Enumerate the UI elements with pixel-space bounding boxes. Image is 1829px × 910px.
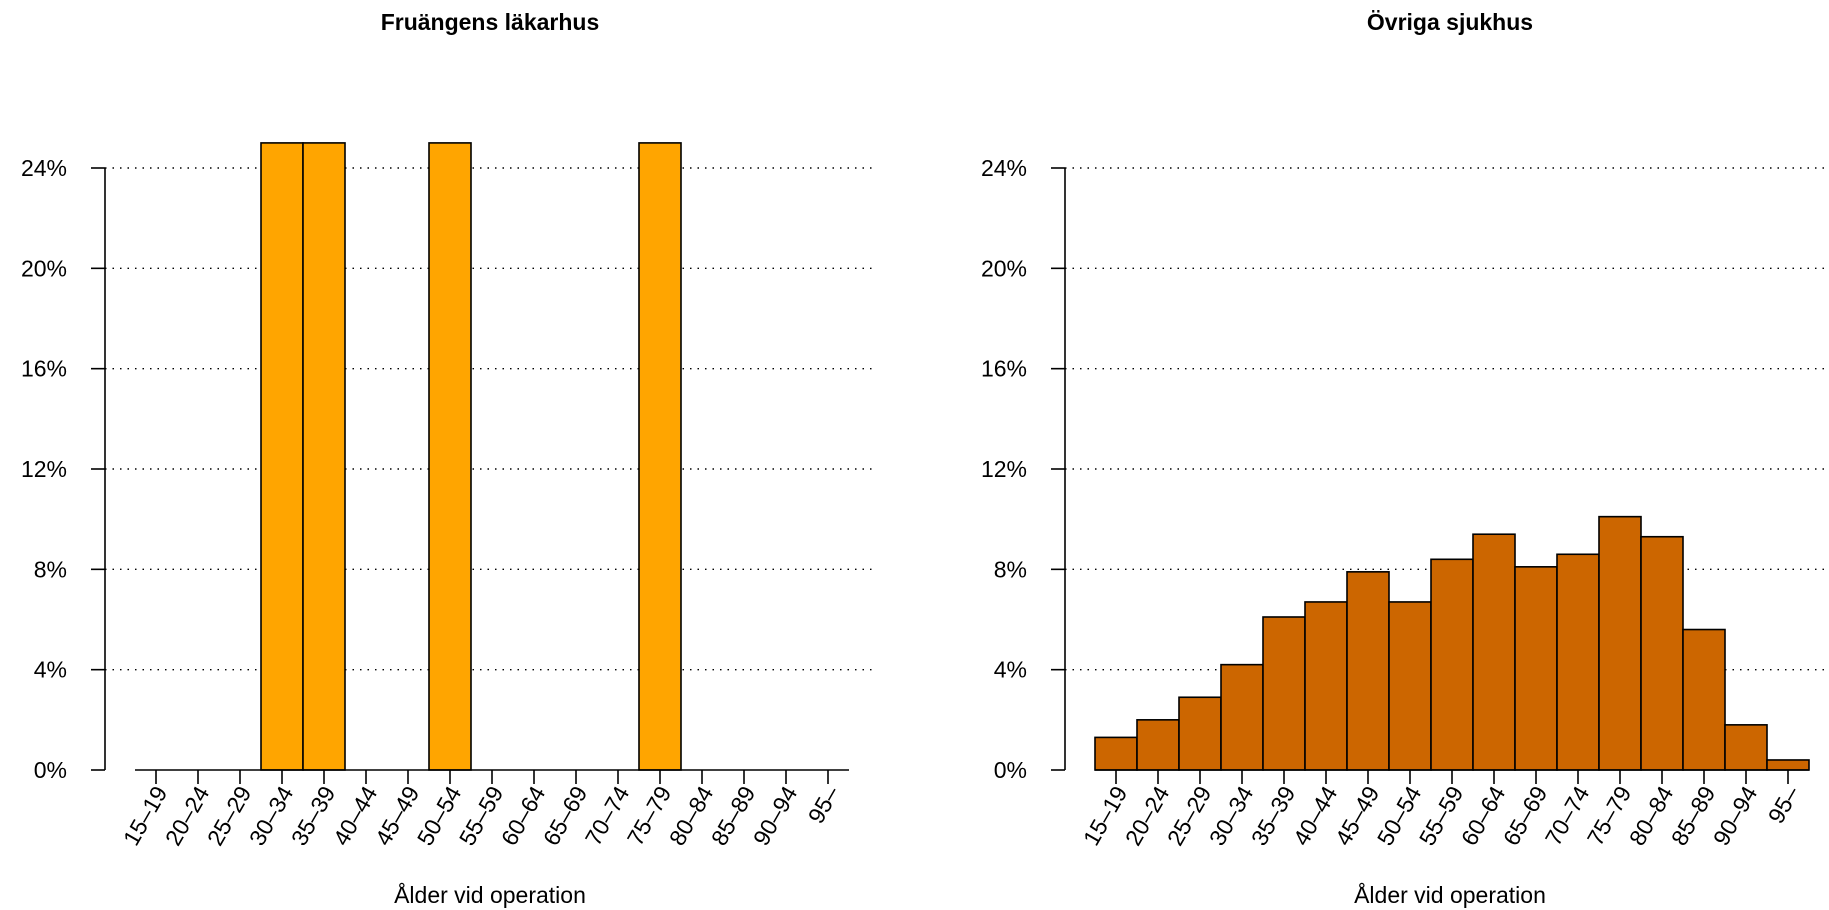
bar <box>1514 566 1558 771</box>
y-tick-label: 4% <box>34 657 67 683</box>
x-tick-label: 95– <box>803 781 845 827</box>
bar <box>1724 724 1768 771</box>
y-tick-label: 24% <box>981 155 1027 181</box>
panel-fruangens: Fruängens läkarhus0%4%8%12%16%20%24%15–1… <box>21 9 873 908</box>
bar <box>1598 515 1642 771</box>
y-tick-label: 4% <box>994 657 1027 683</box>
x-axis-label: Ålder vid operation <box>394 881 586 908</box>
y-tick-label: 12% <box>21 456 67 482</box>
bar <box>1136 719 1180 771</box>
y-tick-label: 20% <box>981 255 1027 281</box>
bar <box>1220 663 1264 771</box>
bar <box>1766 759 1810 771</box>
bar <box>1472 533 1516 771</box>
y-tick-label: 16% <box>21 356 67 382</box>
bar <box>1346 571 1390 771</box>
x-axis-label: Ålder vid operation <box>1354 881 1546 908</box>
y-tick-label: 8% <box>994 556 1027 582</box>
bar <box>1682 628 1726 771</box>
y-tick-label: 8% <box>34 556 67 582</box>
y-tick-label: 12% <box>981 456 1027 482</box>
bar <box>428 142 472 771</box>
bar <box>1304 601 1348 771</box>
y-tick-label: 20% <box>21 255 67 281</box>
bar <box>302 142 346 771</box>
bar <box>638 142 682 771</box>
x-tick-label: 90–94 <box>1708 781 1763 850</box>
x-tick-label: 90–94 <box>748 781 803 850</box>
y-tick-label: 16% <box>981 356 1027 382</box>
bar <box>1430 558 1474 771</box>
y-tick-label: 0% <box>994 757 1027 783</box>
y-tick-label: 24% <box>21 155 67 181</box>
bar <box>1094 736 1138 771</box>
bar <box>260 142 304 771</box>
bar <box>1178 696 1222 771</box>
chart-title: Övriga sjukhus <box>1367 9 1533 35</box>
bar <box>1640 535 1684 771</box>
bar <box>1388 601 1432 771</box>
x-tick-label: 95– <box>1763 781 1805 827</box>
panel-ovriga: Övriga sjukhus0%4%8%12%16%20%24%15–1920–… <box>981 9 1829 908</box>
chart-title: Fruängens läkarhus <box>381 9 600 35</box>
bar <box>1556 553 1600 771</box>
bar <box>1262 616 1306 771</box>
y-tick-label: 0% <box>34 757 67 783</box>
